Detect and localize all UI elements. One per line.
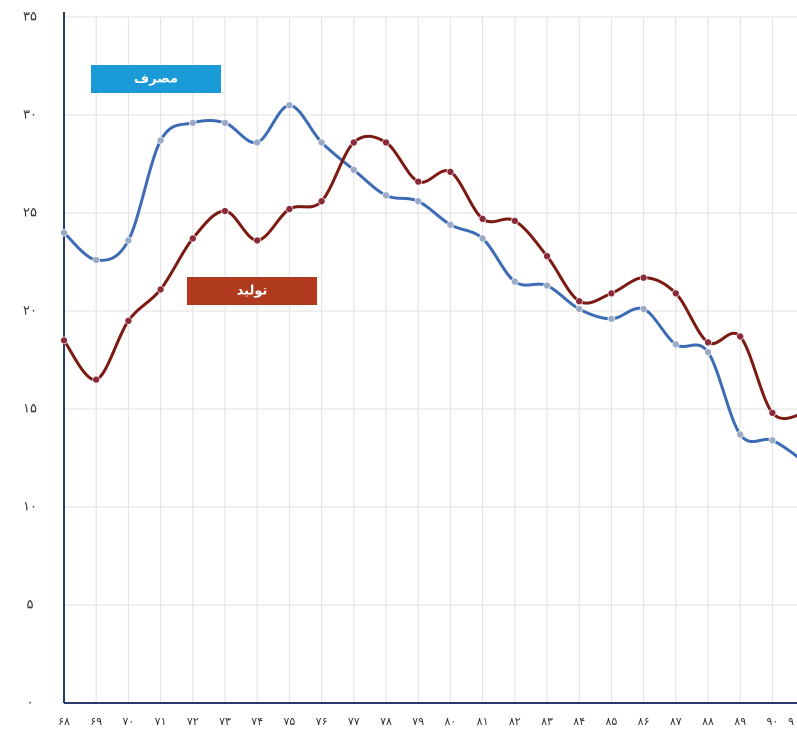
x-tick-label: ۸۵ bbox=[605, 715, 617, 728]
series-line bbox=[62, 134, 797, 421]
y-tick-label: ۵ bbox=[27, 598, 34, 613]
x-tick-label: ۶۸ bbox=[58, 715, 70, 728]
y-tick-label: ۳۵ bbox=[23, 10, 37, 25]
point bbox=[285, 101, 294, 109]
point bbox=[607, 315, 616, 323]
x-tick-label: ۷۸ bbox=[380, 715, 392, 728]
point bbox=[124, 236, 133, 245]
point bbox=[575, 297, 584, 306]
y-tick-label: ۰ bbox=[27, 696, 34, 711]
point bbox=[156, 136, 165, 145]
x-tick-label: ۷۴ bbox=[251, 715, 263, 728]
point bbox=[607, 289, 616, 298]
y-tick-label: ۳۰ bbox=[23, 108, 37, 123]
x-tick-label: ۸۰ bbox=[444, 715, 456, 728]
legend-swatch bbox=[187, 277, 317, 305]
x-tick-label: ۸۳ bbox=[541, 715, 553, 728]
x-tick-label: ۷۷ bbox=[348, 715, 360, 728]
point bbox=[317, 197, 326, 206]
point bbox=[543, 281, 551, 290]
point bbox=[446, 168, 455, 176]
point bbox=[189, 119, 197, 127]
point bbox=[704, 338, 712, 347]
y-tick-label: ۲۵ bbox=[23, 206, 37, 221]
point bbox=[704, 348, 712, 356]
x-tick-label: ۷۹ bbox=[412, 715, 424, 728]
x-tick-label: ۸۴ bbox=[573, 715, 585, 728]
x-tick-label: ۸۲ bbox=[509, 715, 521, 728]
point bbox=[221, 119, 229, 127]
point bbox=[349, 138, 358, 147]
x-tick-label: ۷۲ bbox=[187, 715, 199, 728]
point bbox=[414, 177, 423, 186]
point bbox=[671, 289, 680, 298]
y-tick-label: ۱۰ bbox=[23, 500, 37, 515]
point bbox=[639, 305, 648, 313]
x-tick-label: ۸۶ bbox=[638, 715, 650, 728]
point bbox=[510, 217, 519, 225]
point bbox=[768, 409, 777, 417]
point bbox=[768, 436, 777, 445]
point bbox=[253, 138, 262, 147]
point bbox=[92, 256, 100, 264]
legend-label: تولید bbox=[237, 284, 268, 299]
point bbox=[736, 430, 745, 439]
point bbox=[60, 336, 68, 345]
y-tick-label: ۲۰ bbox=[23, 304, 37, 319]
point bbox=[92, 375, 100, 384]
point bbox=[639, 273, 648, 282]
point bbox=[414, 197, 423, 206]
point bbox=[575, 305, 584, 313]
x-tick-label: ۷۱ bbox=[155, 715, 167, 728]
point bbox=[382, 191, 390, 200]
point bbox=[382, 138, 390, 147]
point bbox=[285, 205, 294, 213]
legend-label: مصرف bbox=[134, 72, 178, 87]
point bbox=[510, 277, 519, 286]
point bbox=[60, 228, 68, 237]
x-tick-label: ۶۹ bbox=[90, 715, 102, 728]
point bbox=[478, 215, 487, 223]
point bbox=[317, 138, 326, 147]
x-tick-label: ۷۳ bbox=[219, 715, 231, 728]
legend-swatch bbox=[91, 65, 221, 93]
point bbox=[671, 340, 680, 349]
point bbox=[189, 234, 197, 243]
point bbox=[124, 316, 133, 325]
series-line bbox=[62, 103, 797, 459]
x-tick-label: ۷۵ bbox=[283, 715, 295, 728]
point bbox=[736, 332, 745, 341]
point bbox=[543, 252, 551, 260]
point bbox=[253, 236, 262, 245]
x-tick-label: ۷۰ bbox=[122, 715, 134, 728]
y-tick-label: ۱۵ bbox=[23, 402, 37, 417]
x-tick-label: ۷۶ bbox=[316, 715, 328, 728]
point bbox=[156, 285, 165, 294]
x-tick-label: ۹ bbox=[788, 715, 794, 728]
x-tick-label: ۸۷ bbox=[670, 715, 682, 728]
point bbox=[349, 166, 358, 174]
x-tick-label: ۹۰ bbox=[766, 715, 778, 728]
x-tick-label: ۸۹ bbox=[734, 715, 746, 728]
point bbox=[478, 234, 487, 243]
point bbox=[446, 220, 455, 229]
x-tick-label: ۸۸ bbox=[702, 715, 714, 728]
point bbox=[221, 207, 229, 215]
x-tick-label: ۸۱ bbox=[477, 715, 489, 728]
